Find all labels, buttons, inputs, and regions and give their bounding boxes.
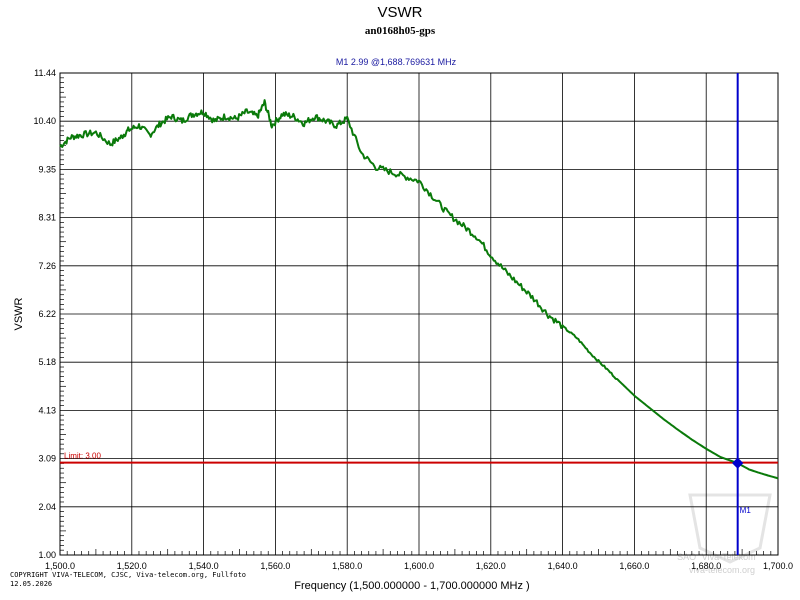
x-tick-label: 1,540.0 bbox=[189, 561, 219, 571]
x-axis: 1,500.0 1,520.0 1,540.0 1,560.0 1,580.0 1,600… bbox=[45, 549, 793, 571]
y-tick-label: 8.31 bbox=[38, 213, 56, 223]
y-tick-label: 10.40 bbox=[33, 116, 56, 126]
x-tick-label: 1,560.0 bbox=[260, 561, 290, 571]
marker-readout: M1 2.99 @1,688.769631 MHz bbox=[336, 57, 457, 67]
watermark-website: viva-telecom.org bbox=[689, 565, 755, 575]
chart-subtitle: an0168h05-gps bbox=[365, 25, 436, 37]
y-tick-label: 3.09 bbox=[38, 454, 56, 464]
x-tick-label: 1,680.0 bbox=[691, 561, 721, 571]
copyright-text: COPYRIGHT VIVA-TELECOM, CJSC, Viva-telec… bbox=[10, 571, 246, 579]
marker-point[interactable] bbox=[732, 457, 744, 469]
footer-date: 12.05.2026 bbox=[10, 580, 52, 588]
marker-name: M1 bbox=[740, 506, 752, 515]
chart-title: VSWR bbox=[378, 4, 423, 21]
y-tick-label: 1.00 bbox=[38, 550, 56, 560]
y-tick-label: 5.18 bbox=[38, 357, 56, 367]
y-tick-label: 9.35 bbox=[38, 164, 56, 174]
x-tick-label: 1,620.0 bbox=[476, 561, 506, 571]
limit-label: Limit: 3.00 bbox=[64, 452, 101, 461]
x-tick-label: 1,640.0 bbox=[548, 561, 578, 571]
series-group bbox=[59, 99, 779, 480]
plot-area bbox=[59, 72, 779, 556]
y-tick-label: 4.13 bbox=[38, 405, 56, 415]
series-line-0 bbox=[59, 99, 779, 480]
x-tick-label: 1,700.0 bbox=[763, 561, 793, 571]
x-tick-label: 1,520.0 bbox=[117, 561, 147, 571]
y-tick-label: 2.04 bbox=[38, 502, 56, 512]
y-tick-label: 6.22 bbox=[38, 309, 56, 319]
y-tick-label: 7.26 bbox=[38, 261, 56, 271]
x-tick-label: 1,660.0 bbox=[619, 561, 649, 571]
watermark-company: SAO "Viva-Telekom" bbox=[677, 552, 759, 562]
y-axis-label: VSWR bbox=[13, 297, 25, 330]
x-tick-label: 1,600.0 bbox=[404, 561, 434, 571]
y-tick-label: 11.44 bbox=[34, 68, 56, 78]
y-axis: 11.44 10.40 9.35 8.31 7.26 6.22 5.18 4.13 3.09 2.… bbox=[33, 68, 66, 560]
grid bbox=[60, 73, 778, 555]
x-axis-label: Frequency (1,500.000000 - 1,700.000000 M… bbox=[294, 580, 529, 592]
x-tick-label: 1,580.0 bbox=[332, 561, 362, 571]
x-tick-label: 1,500.0 bbox=[45, 561, 75, 571]
